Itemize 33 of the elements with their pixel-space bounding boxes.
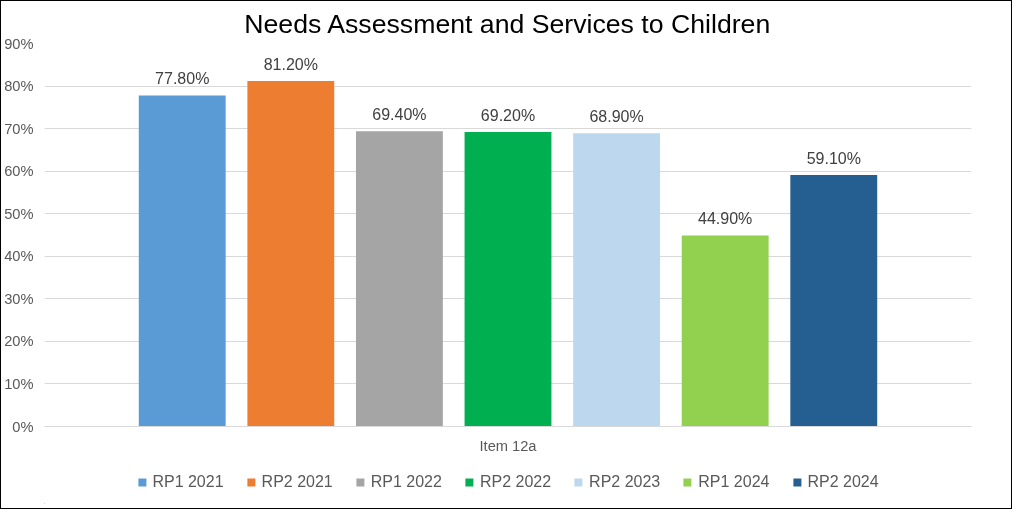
legend-label: RP2 2022 [479,473,552,491]
y-tick-label: 20% [4,333,34,350]
bar [573,133,661,427]
legend-label: RP1 2021 [152,473,224,491]
bar [681,235,769,427]
y-tick-label: 0% [12,418,34,435]
bar [138,95,226,427]
y-tick-label: 30% [4,290,34,307]
bar [247,80,335,427]
y-tick-label: 10% [4,375,34,392]
legend-label: RP1 2022 [370,473,442,491]
data-label: 44.90% [698,210,753,228]
legend-label: RP2 2021 [261,473,333,491]
data-label: 69.40% [372,106,427,124]
x-tick-label: Item 12a [479,437,538,454]
y-tick-label: 70% [4,120,34,137]
data-label: 68.90% [589,108,644,126]
data-label: 77.80% [155,70,210,88]
bar [355,131,443,427]
bar [790,175,878,427]
legend-label: RP2 2023 [589,473,661,491]
data-label: 59.10% [806,150,861,167]
y-tick-label: 90% [4,35,34,52]
y-tick-label: 60% [4,163,34,180]
data-label: 69.20% [480,107,536,125]
legend-label: RP2 2024 [807,473,879,491]
bar [464,132,552,427]
legend-label: RP1 2024 [698,473,770,491]
y-tick-label: 40% [4,248,34,265]
data-label: 81.20% [263,55,318,73]
chart-title: Needs Assessment and Services to Children [244,8,771,39]
y-tick-label: 50% [4,205,34,222]
y-tick-label: 80% [4,78,34,95]
